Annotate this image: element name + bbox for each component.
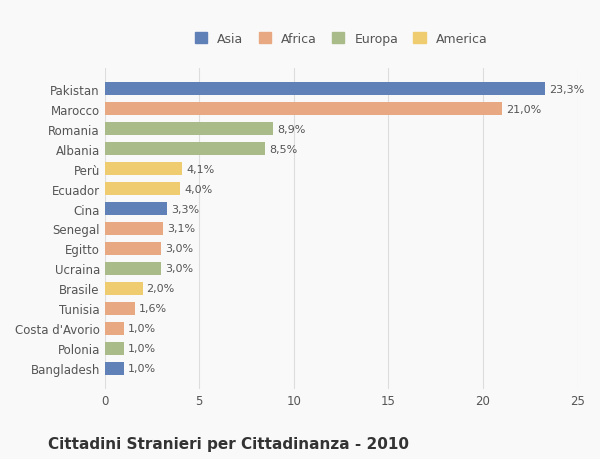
Text: Cittadini Stranieri per Cittadinanza - 2010: Cittadini Stranieri per Cittadinanza - 2… xyxy=(48,436,409,451)
Text: 21,0%: 21,0% xyxy=(506,105,541,114)
Bar xyxy=(105,282,143,295)
Bar xyxy=(105,103,502,116)
Text: 8,5%: 8,5% xyxy=(269,144,298,154)
Bar xyxy=(105,143,265,156)
Text: 3,0%: 3,0% xyxy=(165,264,193,274)
Bar xyxy=(105,83,545,96)
Text: 1,0%: 1,0% xyxy=(127,343,155,353)
Bar xyxy=(105,263,161,275)
Bar xyxy=(105,342,124,355)
Text: 4,0%: 4,0% xyxy=(184,184,212,194)
Text: 3,3%: 3,3% xyxy=(171,204,199,214)
Bar xyxy=(105,163,182,176)
Legend: Asia, Africa, Europa, America: Asia, Africa, Europa, America xyxy=(195,33,488,46)
Bar xyxy=(105,223,163,235)
Bar xyxy=(105,183,181,196)
Bar xyxy=(105,322,124,335)
Text: 1,0%: 1,0% xyxy=(127,324,155,334)
Text: 1,6%: 1,6% xyxy=(139,304,167,313)
Text: 3,1%: 3,1% xyxy=(167,224,195,234)
Text: 2,0%: 2,0% xyxy=(146,284,175,294)
Bar xyxy=(105,302,135,315)
Bar xyxy=(105,123,273,136)
Text: 4,1%: 4,1% xyxy=(186,164,214,174)
Text: 3,0%: 3,0% xyxy=(165,244,193,254)
Bar xyxy=(105,202,167,216)
Bar xyxy=(105,362,124,375)
Text: 8,9%: 8,9% xyxy=(277,124,305,134)
Text: 23,3%: 23,3% xyxy=(549,84,584,95)
Text: 1,0%: 1,0% xyxy=(127,364,155,374)
Bar xyxy=(105,242,161,255)
